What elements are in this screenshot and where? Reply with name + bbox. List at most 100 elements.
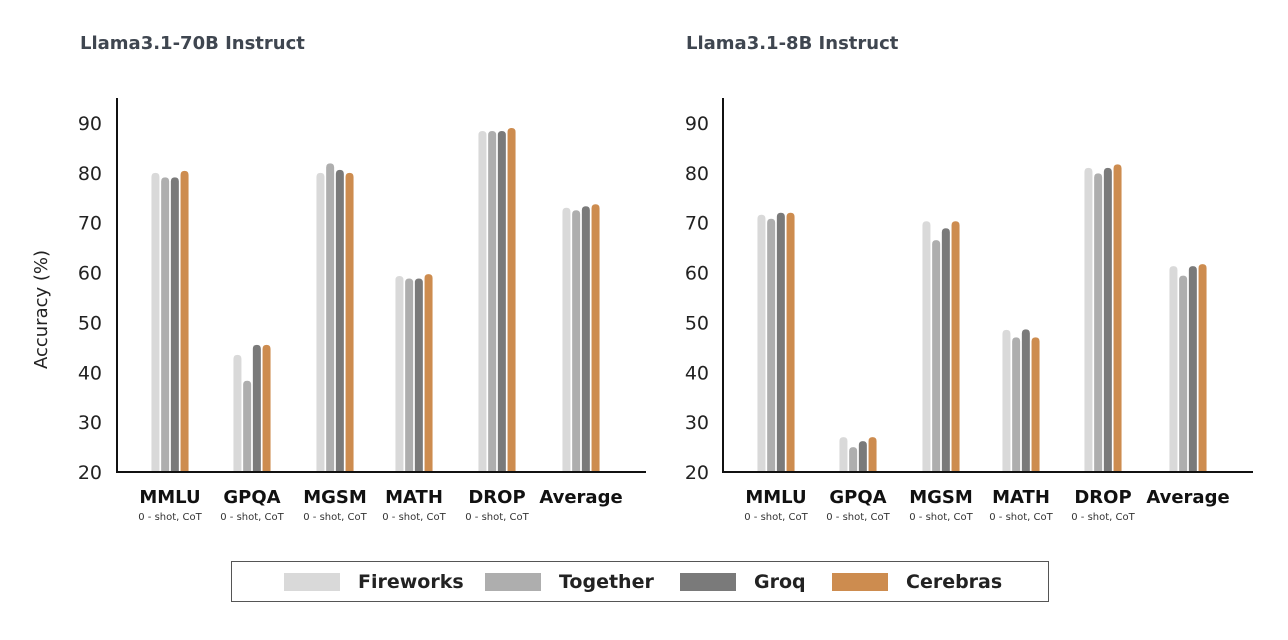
p1-y-tick-60: 60 xyxy=(78,263,102,285)
p1-bar-gpqa-groq xyxy=(252,344,261,472)
p2-y-tick-90: 90 xyxy=(685,113,709,135)
p1-y-tick-70: 70 xyxy=(78,213,102,235)
p1-x-category-math: MATH xyxy=(385,487,443,508)
p2-y-tick-20: 20 xyxy=(685,462,709,484)
p2-bar-mmlu-fireworks xyxy=(757,214,766,473)
p2-bar-mgsm-fireworks xyxy=(922,221,931,472)
legend-label-cerebras: Cerebras xyxy=(906,571,1003,593)
p2-y-tick-30: 30 xyxy=(685,412,709,434)
p2-x-category-mmlu: MMLU xyxy=(745,487,806,508)
p2-bar-mmlu-groq xyxy=(776,212,785,472)
p2-bar-gpqa-fireworks xyxy=(839,437,848,472)
p1-bar-mgsm-together xyxy=(326,163,335,473)
p1-bar-math-groq xyxy=(414,278,423,472)
p2-y-tick-50: 50 xyxy=(685,312,709,334)
p2-x-subtitle-mgsm: 0 - shot, CoT xyxy=(909,512,973,523)
p1-bar-drop-together xyxy=(488,130,497,472)
p1-chart-title: Llama3.1-70B Instruct xyxy=(80,33,305,54)
p1-bar-mmlu-groq xyxy=(170,177,179,472)
p1-bar-average-cerebras xyxy=(591,204,600,472)
p2-x-category-average: Average xyxy=(1146,487,1229,508)
p1-y-tick-20: 20 xyxy=(78,462,102,484)
p2-bar-math-together xyxy=(1012,337,1021,472)
p1-x-category-average: Average xyxy=(539,487,622,508)
p1-bar-gpqa-cerebras xyxy=(262,344,271,472)
p2-bar-mgsm-together xyxy=(932,240,941,472)
p1-x-subtitle-math: 0 - shot, CoT xyxy=(382,512,446,523)
p1-y-tick-30: 30 xyxy=(78,412,102,434)
p1-y-tick-90: 90 xyxy=(78,113,102,135)
legend-swatch-cerebras xyxy=(832,573,888,591)
p2-x-subtitle-drop: 0 - shot, CoT xyxy=(1071,512,1135,523)
p2-y-tick-40: 40 xyxy=(685,362,709,384)
p1-bar-mmlu-together xyxy=(161,177,170,472)
p1-y-tick-80: 80 xyxy=(78,163,102,185)
legend-item-fireworks: Fireworks xyxy=(284,571,464,593)
p2-bar-math-cerebras xyxy=(1031,337,1040,472)
p2-y-tick-80: 80 xyxy=(685,163,709,185)
p1-y-tick-50: 50 xyxy=(78,312,102,334)
legend-swatch-fireworks xyxy=(284,573,340,591)
p1-x-subtitle-mmlu: 0 - shot, CoT xyxy=(138,512,202,523)
p1-bar-mgsm-fireworks xyxy=(316,172,325,472)
legend-label-groq: Groq xyxy=(754,571,806,593)
p2-y-tick-70: 70 xyxy=(685,213,709,235)
p1-bar-drop-cerebras xyxy=(507,127,516,472)
p1-x-subtitle-gpqa: 0 - shot, CoT xyxy=(220,512,284,523)
p1-bar-math-cerebras xyxy=(424,274,433,472)
legend-item-groq: Groq xyxy=(680,571,806,593)
p2-bar-drop-fireworks xyxy=(1084,167,1093,472)
p2-x-subtitle-gpqa: 0 - shot, CoT xyxy=(826,512,890,523)
legend-swatch-groq xyxy=(680,573,736,591)
p2-bar-average-together xyxy=(1179,275,1188,472)
p1-bar-gpqa-together xyxy=(243,380,252,472)
p2-x-subtitle-math: 0 - shot, CoT xyxy=(989,512,1053,523)
p1-bar-mgsm-cerebras xyxy=(345,172,354,472)
p1-y-axis-label: Accuracy (%) xyxy=(31,250,52,369)
p2-bar-drop-together xyxy=(1094,173,1103,472)
p1-x-category-gpqa: GPQA xyxy=(223,487,280,508)
p1-bar-average-groq xyxy=(581,206,590,473)
p2-x-category-math: MATH xyxy=(992,487,1050,508)
p2-x-category-mgsm: MGSM xyxy=(909,487,973,508)
p1-x-category-mgsm: MGSM xyxy=(303,487,367,508)
legend-item-cerebras: Cerebras xyxy=(832,571,1003,593)
p2-bar-average-cerebras xyxy=(1198,264,1207,472)
legend-swatch-together xyxy=(485,573,541,591)
p2-y-tick-60: 60 xyxy=(685,263,709,285)
legend-label-fireworks: Fireworks xyxy=(358,571,464,593)
p1-x-category-drop: DROP xyxy=(468,487,525,508)
p2-bar-mgsm-groq xyxy=(941,228,950,472)
p2-bar-math-fireworks xyxy=(1002,329,1011,472)
p2-bar-gpqa-together xyxy=(849,447,858,472)
p1-bar-math-together xyxy=(405,278,414,472)
p2-bar-mgsm-cerebras xyxy=(951,221,960,472)
p1-bar-mmlu-cerebras xyxy=(180,170,189,472)
p1-y-tick-40: 40 xyxy=(78,362,102,384)
p1-bar-average-fireworks xyxy=(562,207,571,472)
p2-bar-gpqa-cerebras xyxy=(868,437,877,472)
p2-bar-mmlu-cerebras xyxy=(786,212,795,472)
p2-bar-average-groq xyxy=(1188,266,1197,472)
p2-bar-drop-cerebras xyxy=(1113,164,1122,473)
legend-item-together: Together xyxy=(485,571,654,593)
p2-x-category-gpqa: GPQA xyxy=(829,487,886,508)
p2-bar-math-groq xyxy=(1021,329,1030,472)
p2-bar-drop-groq xyxy=(1103,167,1112,472)
p1-bar-drop-groq xyxy=(497,130,506,472)
legend: Fireworks Together Groq Cerebras xyxy=(231,561,1049,602)
legend-label-together: Together xyxy=(559,571,654,593)
p1-bar-average-together xyxy=(572,210,581,472)
p2-bar-gpqa-groq xyxy=(858,441,867,472)
p2-x-category-drop: DROP xyxy=(1074,487,1131,508)
p2-bar-average-fireworks xyxy=(1169,266,1178,472)
p1-x-subtitle-drop: 0 - shot, CoT xyxy=(465,512,529,523)
p1-bar-mmlu-fireworks xyxy=(151,172,160,472)
p1-bar-math-fireworks xyxy=(395,276,404,472)
benchmark-chart: Llama3.1-70B Instruct Accuracy (%) 20 30 40 5… xyxy=(31,33,1253,523)
p1-bar-drop-fireworks xyxy=(478,130,487,472)
p2-bar-mmlu-together xyxy=(767,218,776,472)
p2-chart-title: Llama3.1-8B Instruct xyxy=(686,33,899,54)
p1-x-subtitle-mgsm: 0 - shot, CoT xyxy=(303,512,367,523)
p2-x-subtitle-mmlu: 0 - shot, CoT xyxy=(744,512,808,523)
